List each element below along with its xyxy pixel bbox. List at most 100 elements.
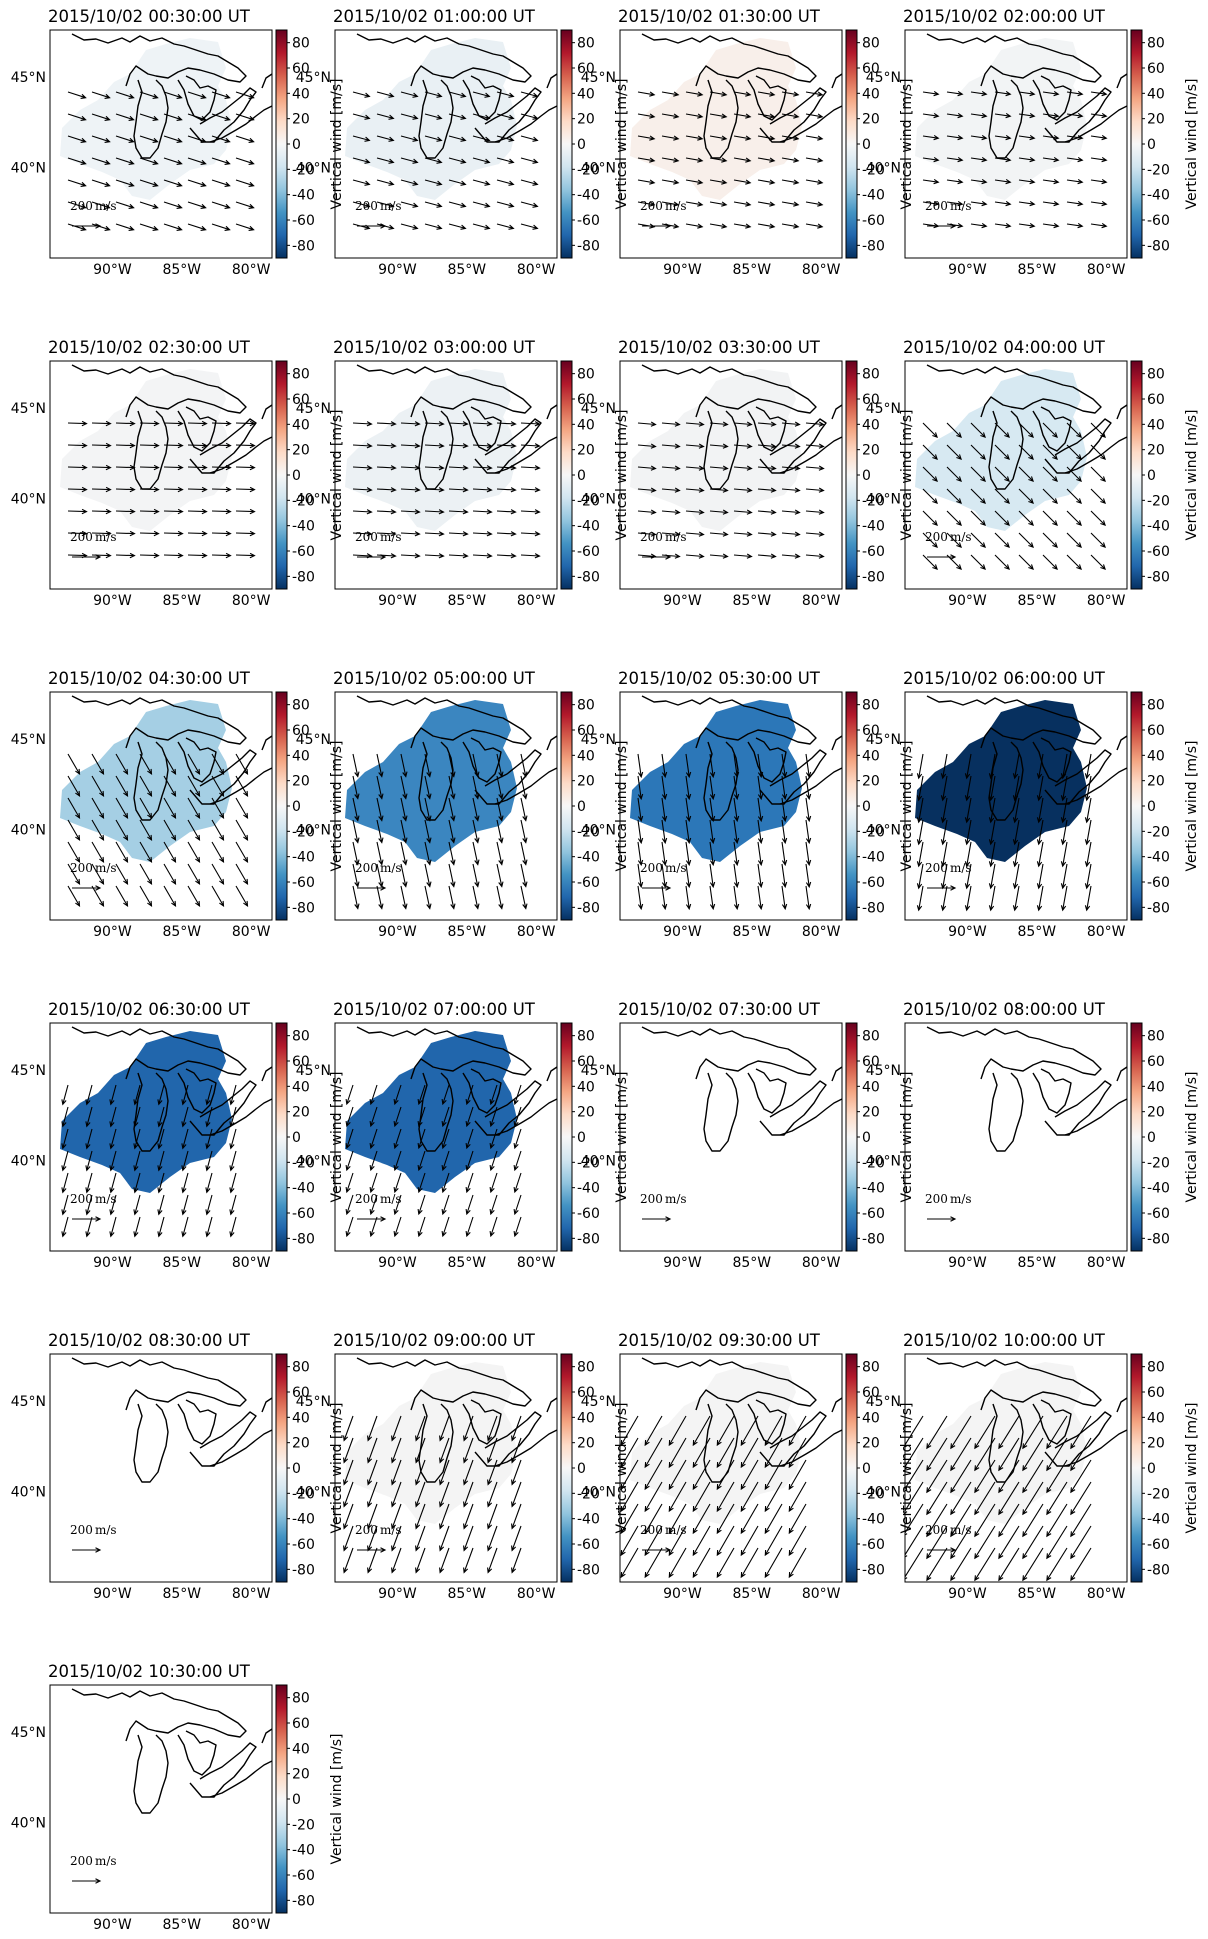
wind-arrow [764, 1415, 783, 1447]
wind-arrow [61, 1106, 69, 1128]
reference-vector: 200 m/s [355, 861, 402, 891]
wind-arrow [496, 179, 515, 186]
map-area [345, 33, 557, 230]
wind-arrow [157, 1194, 165, 1216]
wind-arrow [465, 1216, 474, 1238]
lon-tick-label: 80°W [232, 1255, 271, 1271]
colorbar-tick-label: 60 [577, 1385, 595, 1401]
wind-arrow [946, 222, 964, 229]
wind-arrow [940, 753, 948, 780]
wind-arrow [139, 113, 159, 121]
wind-arrow [733, 487, 753, 493]
wind-arrow [496, 91, 515, 98]
wind-arrow [1060, 775, 1068, 802]
wind-arrow [1012, 841, 1020, 868]
coastline [494, 1098, 557, 1136]
lat-tick-label: 40°N [581, 823, 616, 839]
wind-arrow [139, 819, 153, 842]
wind-arrow [109, 1128, 117, 1150]
wind-arrow [496, 157, 515, 164]
wind-arrow [376, 775, 384, 800]
wind-arrow [1090, 200, 1108, 207]
wind-arrow [400, 443, 421, 449]
wind-arrow [998, 1525, 1020, 1560]
wind-arrow [472, 157, 491, 164]
lon-tick-label: 85°W [162, 593, 201, 609]
wind-arrow [709, 863, 716, 889]
wind-arrow [520, 819, 528, 844]
wind-arrow [1070, 1525, 1092, 1560]
wind-arrow [472, 775, 480, 800]
wind-arrow [946, 444, 962, 460]
wind-arrow [91, 91, 111, 99]
wind-arrow [205, 1194, 213, 1216]
wind-arrow [496, 797, 504, 822]
wind-arrow [448, 775, 456, 800]
wind-arrow [805, 179, 824, 185]
wind-arrow [67, 464, 88, 471]
colorbar-tick-label: 20 [1147, 774, 1165, 790]
wind-arrow [637, 201, 656, 207]
wind-arrow [424, 797, 432, 822]
wind-arrow [1042, 554, 1058, 570]
coastline [546, 73, 557, 89]
wind-arrow [970, 178, 988, 185]
colorbar-tick-label: 80 [577, 1029, 595, 1045]
wind-arrow [496, 223, 515, 230]
wind-arrow [757, 841, 764, 867]
colorbar-tick-label: 80 [292, 367, 310, 383]
panel-title: 2015/10/02 06:00:00 UT [903, 669, 1106, 688]
wind-arrow [922, 178, 940, 185]
wind-arrow [685, 421, 705, 427]
wind-arrow [916, 775, 924, 802]
colorbar-tick-label: 0 [577, 137, 586, 153]
coastline [462, 75, 502, 121]
wind-arrow [235, 223, 255, 231]
wind-arrow [950, 1547, 972, 1582]
coastline [1116, 1066, 1127, 1082]
wind-arrow [229, 1150, 237, 1172]
vertical-wind-field [60, 700, 232, 862]
wind-arrow [661, 841, 668, 867]
wind-arrow [988, 841, 996, 868]
coastline [988, 741, 1024, 821]
wind-arrow [1018, 178, 1036, 185]
colorbar-tick-label: 80 [1147, 1360, 1165, 1376]
reference-vector-value: 200 [70, 1523, 93, 1537]
wind-arrow [376, 797, 384, 822]
wind-arrow [448, 223, 467, 230]
wind-arrow [211, 552, 232, 559]
colorbar-tick-label: 80 [292, 1691, 310, 1707]
wind-arrow [115, 157, 135, 165]
reference-vector-unit: m/s [95, 199, 117, 213]
reference-arrow [642, 885, 672, 891]
wind-arrow [733, 201, 752, 207]
wind-arrow [235, 486, 256, 493]
colorbar-label: Vertical wind [m/s] [1184, 1072, 1200, 1203]
colorbar-tick-label: -80 [292, 900, 315, 916]
wind-arrow [1022, 1503, 1044, 1538]
coastline [418, 1072, 454, 1152]
wind-arrow [805, 113, 824, 119]
wind-arrow [91, 797, 105, 820]
wind-arrow [235, 753, 249, 776]
colorbar-tick-label: 0 [292, 1461, 301, 1477]
wind-arrow [1042, 200, 1060, 207]
wind-arrow [496, 113, 515, 120]
colorbar-tick-label: 60 [577, 1054, 595, 1070]
wind-arrow [1060, 753, 1068, 780]
colorbar-tick-label: 80 [292, 1360, 310, 1376]
wind-arrow [133, 1172, 141, 1194]
reference-vector: 200 m/s [70, 861, 117, 891]
wind-arrow [922, 488, 938, 504]
wind-arrow [1018, 444, 1034, 460]
wind-arrow [940, 797, 948, 824]
wind-arrow [205, 1084, 213, 1106]
wind-arrow [472, 509, 493, 515]
coastline [356, 695, 532, 749]
wind-arrow [489, 1172, 498, 1194]
colorbar-tick-label: 80 [1147, 36, 1165, 52]
wind-arrow [781, 531, 801, 537]
